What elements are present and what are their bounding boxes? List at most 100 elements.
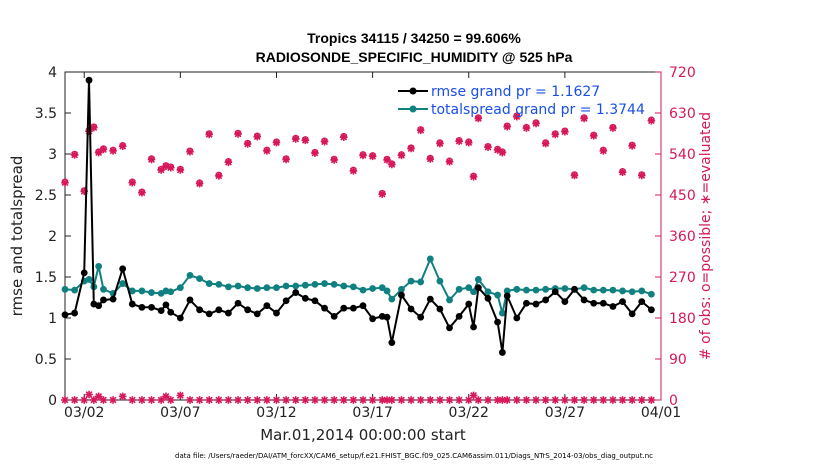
evaluated-obs-low-point <box>128 396 137 404</box>
evaluated-obs-point <box>513 112 521 121</box>
evaluated-obs-point <box>436 139 444 148</box>
x-tick-label: 03/02 <box>64 405 104 421</box>
evaluated-obs-point <box>349 167 358 175</box>
rmse-point <box>138 303 146 311</box>
rmse-point <box>398 291 405 299</box>
rmse-point <box>513 314 521 322</box>
rmse-point <box>80 269 88 277</box>
totalspread-point <box>407 277 415 285</box>
evaluated-obs-point <box>320 137 329 146</box>
evaluated-obs-low-point <box>416 396 425 404</box>
totalspread-point <box>465 284 473 292</box>
totalspread-point <box>128 287 136 295</box>
totalspread-point <box>561 285 569 292</box>
rmse-point <box>619 298 626 305</box>
rmse-point <box>523 299 530 307</box>
rmse-point <box>282 297 290 305</box>
rmse-point <box>263 302 271 310</box>
rmse-point <box>244 306 252 314</box>
totalspread-point <box>85 276 93 283</box>
totalspread-point <box>138 287 146 295</box>
totalspread-point <box>282 282 290 290</box>
evaluated-obs-point <box>291 135 300 143</box>
evaluated-obs-low-point <box>320 396 329 404</box>
totalspread-point <box>215 280 223 288</box>
y-right-tick-label: 630 <box>669 106 696 122</box>
totalspread-point <box>388 295 396 303</box>
totalspread-point <box>455 285 463 293</box>
totalspread-point <box>609 286 617 294</box>
evaluated-obs-point <box>532 119 540 128</box>
totalspread-point <box>273 284 280 292</box>
evaluated-obs-point <box>234 130 242 138</box>
evaluated-obs-point <box>118 142 127 151</box>
evaluated-obs-low-point <box>628 396 636 404</box>
rmse-point <box>426 295 434 303</box>
rmse-point <box>100 296 107 304</box>
rmse-point <box>196 306 203 314</box>
evaluated-obs-low-point <box>359 396 367 404</box>
rmse-point <box>292 289 300 296</box>
series-layer <box>61 76 656 404</box>
evaluated-obs-low-point <box>162 392 170 401</box>
evaluated-obs-low-point <box>85 390 93 399</box>
evaluated-obs-point <box>176 166 185 174</box>
rmse-point <box>369 315 377 323</box>
evaluated-obs-low-point <box>647 396 656 404</box>
totalspread-point <box>119 280 127 287</box>
totalspread-point <box>196 275 203 283</box>
legend-marker-rmse <box>409 87 417 95</box>
totalspread-point <box>167 288 175 296</box>
evaluated-obs-point <box>301 136 310 145</box>
evaluated-obs-point <box>311 149 319 157</box>
evaluated-obs-low-point <box>311 396 319 404</box>
evaluated-obs-low-point <box>215 396 223 404</box>
y-tick-label: 2.5 <box>35 188 57 204</box>
totalspread-point <box>484 288 492 296</box>
rmse-point <box>542 296 550 304</box>
rmse-point <box>301 294 309 302</box>
rmse-point <box>340 304 348 312</box>
rmse-point <box>590 299 598 307</box>
evaluated-obs-low-point <box>551 396 560 404</box>
totalspread-point <box>383 287 391 295</box>
rmse-point <box>148 303 155 311</box>
evaluated-obs-low-point <box>99 396 108 404</box>
totalspread-point <box>225 283 232 291</box>
totalspread-point <box>580 284 588 292</box>
evaluated-obs-point <box>609 124 617 132</box>
y-tick-label: 3.5 <box>35 106 57 122</box>
totalspread-point <box>498 309 506 317</box>
evaluated-obs-series <box>61 112 656 198</box>
evaluated-obs-low-point <box>522 396 531 404</box>
evaluated-obs-point <box>378 190 387 198</box>
evaluated-obs-low-point <box>80 396 89 404</box>
rmse-point <box>599 299 607 307</box>
x-axis-label: Mar.01,2014 00:00:00 start <box>260 426 466 444</box>
totalspread-point <box>494 291 501 299</box>
evaluated-obs-low-point <box>541 396 550 404</box>
evaluated-obs-point <box>215 172 223 180</box>
totalspread-point <box>378 284 386 292</box>
totalspread-point <box>542 285 550 293</box>
evaluated-obs-point <box>455 137 463 146</box>
y-axis-left: 0 0.5 1 1.5 2 2.5 3 3.5 4 <box>35 65 71 409</box>
evaluated-obs-low-point <box>426 396 435 404</box>
rmse-point <box>215 306 223 314</box>
y-right-tick-label: 540 <box>669 147 696 163</box>
evaluated-obs-low-point <box>109 396 117 404</box>
rmse-point <box>498 349 506 356</box>
legend-label-rmse: rmse grand pr = 1.1627 <box>431 84 600 100</box>
evaluated-obs-low-point <box>272 396 281 404</box>
evaluated-obs-low-point <box>599 396 608 404</box>
evaluated-obs-point <box>637 171 646 180</box>
totalspread-point <box>292 282 300 290</box>
totalspread-point <box>234 282 242 290</box>
totalspread-point <box>446 296 453 304</box>
evaluated-obs-low-point <box>609 396 617 404</box>
evaluated-obs-point <box>551 130 560 139</box>
totalspread-point <box>263 284 271 292</box>
evaluated-obs-point <box>359 151 367 160</box>
rmse-point <box>628 310 636 318</box>
